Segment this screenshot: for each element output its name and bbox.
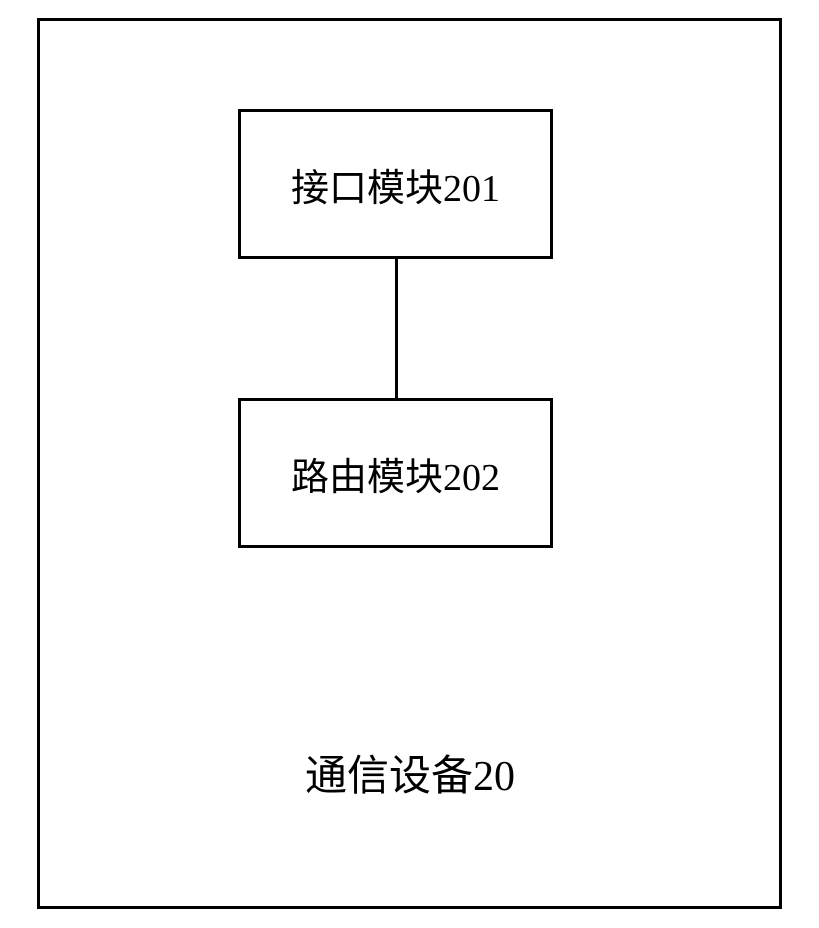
connector-line [395, 259, 398, 398]
interface-module-label: 接口模块201 [291, 157, 500, 212]
device-label: 通信设备20 [305, 742, 515, 803]
interface-module-box: 接口模块201 [238, 109, 553, 259]
routing-module-label: 路由模块202 [291, 446, 500, 501]
routing-module-box: 路由模块202 [238, 398, 553, 548]
